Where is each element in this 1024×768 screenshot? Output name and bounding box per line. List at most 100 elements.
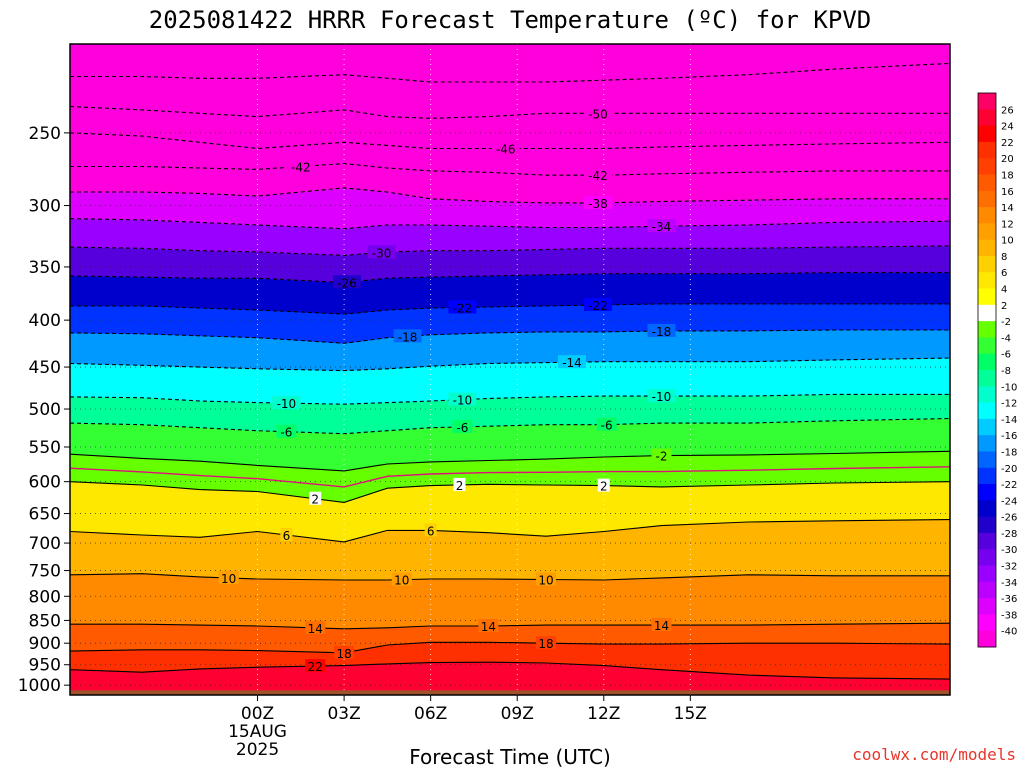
contour-label-bg — [367, 245, 396, 259]
colorbar-label: 10 — [1001, 236, 1014, 247]
colorbar-swatch — [978, 255, 996, 273]
y-tick-label: 950 — [29, 656, 61, 676]
colorbar-label: -8 — [1001, 366, 1011, 377]
x-tick-label: 15Z — [674, 704, 707, 724]
x-tick-label: 09Z — [501, 704, 534, 724]
colorbar-swatch — [978, 337, 996, 355]
colorbar-label: -16 — [1001, 431, 1017, 442]
contour-label: 10 — [394, 574, 409, 588]
contour-label: 2 — [600, 480, 608, 494]
contour-label-bg — [448, 392, 477, 406]
grid — [70, 44, 950, 695]
colorbar-swatch — [978, 321, 996, 338]
colorbar-swatch — [978, 516, 996, 534]
contour-label: -18 — [398, 330, 418, 344]
y-tick-label: 350 — [29, 258, 61, 278]
contour-label-bg — [453, 477, 466, 491]
x-date-label: 15AUG — [228, 722, 287, 742]
contour-line — [70, 573, 950, 581]
colorbar-swatch — [978, 207, 996, 224]
contour-label: -46 — [496, 143, 516, 157]
colorbar-label: -2 — [1001, 317, 1011, 328]
colorbar-swatch — [978, 614, 996, 632]
contour-label: -42 — [588, 169, 608, 183]
colorbar-label: -12 — [1001, 399, 1017, 410]
colorbar-label: 18 — [1001, 170, 1014, 181]
contour-line — [70, 519, 950, 543]
y-tick-label: 450 — [29, 358, 61, 378]
contour-label: -34 — [652, 220, 672, 234]
colorbar-swatch — [978, 190, 996, 208]
colorbar-label: -18 — [1001, 447, 1017, 458]
colorbar-label: -24 — [1001, 496, 1017, 507]
colorbar-swatch — [978, 125, 996, 143]
colorbar-swatch — [978, 158, 996, 175]
contour-label-bg — [651, 448, 672, 462]
contour-label-bg — [309, 491, 322, 505]
contour-label-bg — [491, 141, 520, 155]
contour-label-bg — [218, 570, 239, 584]
x-tick-label: 03Z — [327, 704, 360, 724]
colorbar-swatch — [978, 353, 996, 371]
contour-label-bg — [536, 636, 557, 650]
contour-label: 14 — [308, 622, 323, 636]
colorbar-label: -26 — [1001, 513, 1017, 524]
contour-label: -6 — [280, 426, 292, 440]
contour-label: -50 — [588, 107, 608, 121]
contour-label: 6 — [427, 524, 435, 538]
contour-lines — [70, 62, 950, 680]
contour-label: -30 — [372, 246, 392, 260]
colorbar-label: 22 — [1001, 138, 1014, 149]
colorbar-swatch — [978, 272, 996, 290]
contour-label-bg — [280, 527, 293, 541]
contour-label: -10 — [652, 390, 672, 404]
contour-label-bg — [452, 419, 473, 433]
contour-label: 2 — [311, 493, 319, 507]
contour-label: 2 — [456, 479, 464, 493]
colorbar-label: -10 — [1001, 382, 1017, 393]
contour-labels: -50-46-42-42-38-34-30-26-22 -22-18 -18-14-… — [218, 106, 676, 674]
x-axis-label: Forecast Time (UTC) — [409, 745, 611, 768]
colorbar-label: -28 — [1001, 529, 1017, 540]
y-axis: 250 300 350 400 450 500 550 600 650 700 750 800 850 9… — [18, 124, 70, 696]
colorbar-swatch — [978, 435, 996, 452]
freezing-line — [70, 466, 950, 488]
plot-area: -50-46-42-42-38-34-30-26-22 -22-18 -18-14-… — [70, 44, 950, 695]
colorbar-swatch — [978, 484, 996, 501]
x-tick-label: 00Z — [241, 704, 274, 724]
colorbar-swatch — [978, 304, 996, 322]
credit-text: coolwx.com/models — [852, 745, 1016, 764]
contour-label-bg — [276, 424, 297, 438]
contour-label: -10 — [453, 394, 473, 408]
colorbar-frame — [977, 92, 997, 648]
y-tick-label: 750 — [29, 562, 61, 582]
colorbar-swatch — [978, 386, 996, 404]
contour-label: -38 — [588, 197, 608, 211]
contour-label-bg — [536, 572, 557, 586]
colorbar-swatch — [978, 402, 996, 420]
y-tick-label: 850 — [29, 611, 61, 631]
contour-label: -2 — [655, 450, 667, 464]
contour-label: -6 — [601, 419, 613, 433]
contour-label: 18 — [336, 647, 351, 661]
colorbar: 26 24 22 20 18 16 14 12 10 8 6 4 2 -2 -4 -6 -8 -10 -12 -14 -… — [977, 92, 1017, 648]
contour-label-bg — [584, 195, 612, 209]
colorbar-label: -30 — [1001, 545, 1017, 556]
colorbar-swatch — [978, 532, 996, 550]
contour-label-bg — [305, 659, 326, 673]
colorbar-label: 16 — [1001, 187, 1014, 198]
y-tick-label: 300 — [29, 197, 61, 217]
surface-ground — [70, 690, 950, 695]
colorbar-swatch — [978, 467, 996, 485]
colorbar-label: 20 — [1001, 154, 1014, 165]
colorbar-swatch — [978, 174, 996, 192]
colorbar-label: -20 — [1001, 464, 1017, 475]
colorbar-swatch — [978, 288, 996, 306]
x-tick-label: 06Z — [414, 704, 447, 724]
contour-label: -22 — [453, 301, 473, 315]
contour-line — [70, 622, 950, 630]
y-tick-label: 800 — [29, 587, 61, 607]
contour-label-bg — [647, 323, 676, 337]
contour-label-bg — [332, 275, 361, 289]
